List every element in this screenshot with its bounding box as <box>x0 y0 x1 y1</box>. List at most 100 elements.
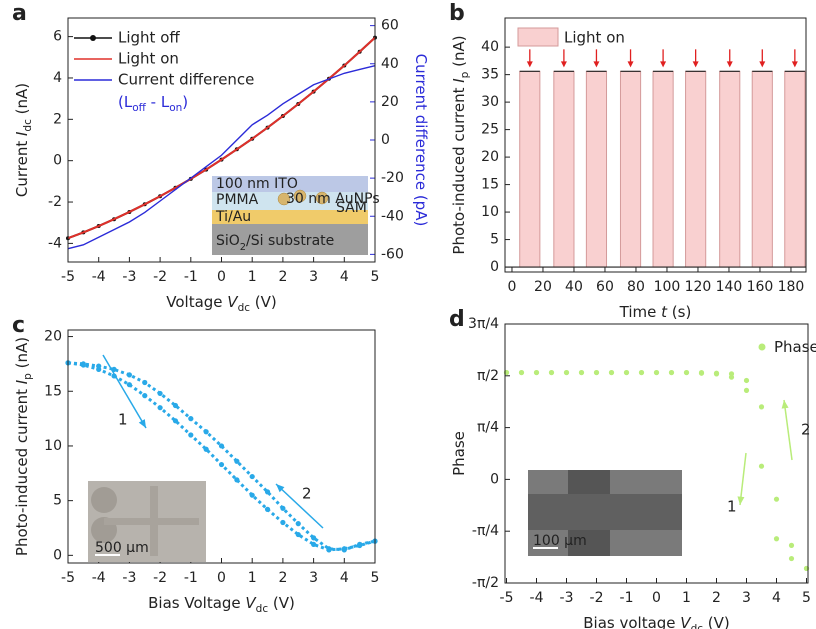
y-tick-label: 30 <box>481 94 499 110</box>
y-axis-label-part: (nA) <box>13 337 31 373</box>
x-axis-label: Time t (s) <box>619 303 692 321</box>
y-tick-label: 2 <box>53 111 62 127</box>
y-axis-label-part: I <box>13 131 31 136</box>
arrow-head <box>627 61 634 68</box>
point <box>593 369 600 376</box>
x-tick-label: -2 <box>590 590 604 606</box>
y-tick-label: 35 <box>481 67 499 83</box>
y-tick-label: 0 <box>53 547 62 563</box>
point <box>548 369 555 376</box>
point <box>311 535 317 541</box>
panel-letter: c <box>12 313 25 338</box>
arrow-head <box>692 61 699 68</box>
y2-tick-label: -20 <box>381 170 404 186</box>
point <box>788 542 795 548</box>
x-tick-label: 4 <box>340 570 349 586</box>
inset-layer <box>212 210 368 224</box>
x-tick-label: 180 <box>778 279 805 295</box>
point <box>728 371 735 377</box>
point <box>357 541 363 548</box>
y2-axis-label-part: Current difference (pA) <box>413 54 431 227</box>
y-tick-label: 4 <box>53 70 62 86</box>
point <box>249 473 255 480</box>
x-axis-label-part: V <box>245 594 257 612</box>
legend-note-part: off <box>132 102 146 114</box>
x-tick-label: -4 <box>530 590 544 606</box>
plot-frame <box>504 323 809 584</box>
inset-label: 100 nm ITO <box>216 176 298 192</box>
legend-label: Phase of Ip <box>774 338 816 360</box>
y-tick-label: π/2 <box>477 368 499 384</box>
nanoparticle <box>315 191 329 205</box>
x-tick-label: 2 <box>712 590 721 606</box>
y-axis-label-part: Phase <box>450 431 468 476</box>
point <box>608 369 615 376</box>
arrow-head <box>593 61 600 68</box>
point <box>96 363 102 369</box>
point <box>533 369 540 376</box>
point <box>788 555 795 562</box>
y-axis-label: Phase <box>450 431 468 476</box>
legend-note: (Loff - Lon) <box>118 93 188 115</box>
point <box>218 443 225 449</box>
arrow-head <box>138 419 146 428</box>
y-tick-label: 15 <box>481 177 499 193</box>
inset-label-part: SiO <box>216 233 240 249</box>
inset-layer <box>212 192 368 210</box>
inset-layer <box>212 176 368 192</box>
y2-axis-label: Current difference (pA) <box>413 54 431 227</box>
y-tick-label: -π/4 <box>472 523 499 539</box>
point <box>698 369 705 376</box>
point <box>203 446 209 452</box>
x-tick-label: 5 <box>371 269 380 285</box>
point <box>713 370 720 376</box>
point <box>234 458 240 464</box>
point <box>683 369 690 376</box>
nanoparticle <box>277 192 291 206</box>
x-tick-label: 0 <box>652 590 661 606</box>
legend-label: Current difference <box>118 71 254 89</box>
x-axis-label-part: Bias Voltage <box>148 594 245 612</box>
x-axis-label-part: V <box>680 614 692 629</box>
x-tick-label: 60 <box>596 279 614 295</box>
y-axis-label-part: Photo-induced current <box>450 83 468 255</box>
legend-note-part: (L <box>118 93 133 111</box>
legend-label: Light off <box>118 29 180 47</box>
point <box>518 369 525 376</box>
inset-label: Ti/Au <box>215 209 251 225</box>
y-tick-label: 10 <box>481 204 499 220</box>
inset-label-part: /Si substrate <box>246 233 334 249</box>
arrow-head <box>726 61 733 68</box>
x-tick-label: 20 <box>534 279 552 295</box>
x-tick-label: 0 <box>508 279 517 295</box>
x-tick-label: 140 <box>716 279 743 295</box>
x-axis-label-part: V <box>227 293 239 311</box>
pulse <box>652 70 674 268</box>
point <box>653 369 660 376</box>
legend-note-part: on <box>169 102 182 114</box>
pulse <box>553 70 575 268</box>
y-axis-label-part: (nA) <box>13 83 31 119</box>
y-tick-label: 0 <box>490 259 499 275</box>
point <box>203 429 209 435</box>
arrow-head <box>791 61 798 68</box>
scale-bar-label: 500 μm <box>95 540 149 556</box>
x-tick-label: -1 <box>184 570 198 586</box>
x-tick-label: 3 <box>309 570 318 586</box>
x-tick-label: 1 <box>248 570 257 586</box>
point <box>126 372 132 378</box>
point <box>157 405 163 411</box>
inset-label: PMMA <box>216 192 259 208</box>
annotation: 2 <box>801 421 811 439</box>
pulse <box>784 70 806 268</box>
inset-feature <box>528 494 682 530</box>
point <box>249 492 255 498</box>
point <box>218 461 225 468</box>
x-tick-label: -3 <box>560 590 574 606</box>
x-tick-label: 80 <box>627 279 645 295</box>
arrow-head <box>526 61 533 68</box>
y2-tick-label: -60 <box>381 246 404 262</box>
point <box>563 369 570 376</box>
y-axis-label: Current Idc (nA) <box>13 83 35 197</box>
